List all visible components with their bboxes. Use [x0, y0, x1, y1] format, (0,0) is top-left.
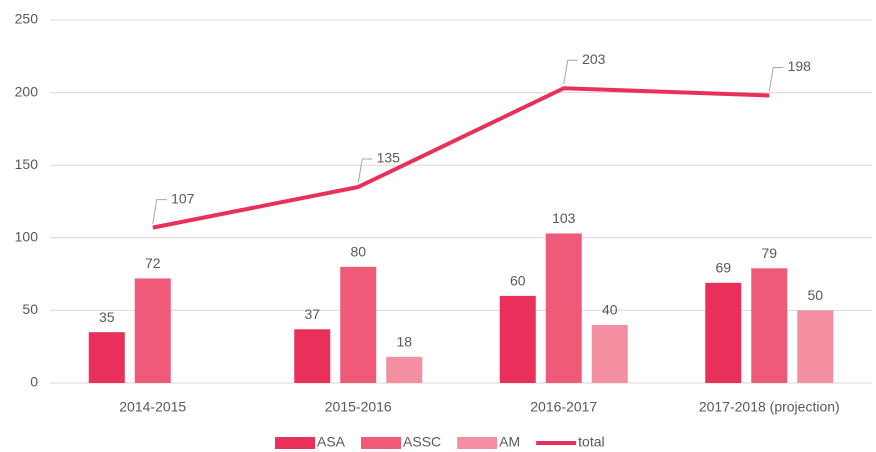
bar-value-label: 40 [602, 302, 618, 318]
bar [499, 295, 536, 383]
legend-swatch [361, 437, 402, 449]
leader-line [357, 158, 373, 184]
bar [591, 324, 628, 383]
bar [88, 332, 125, 383]
bar-value-label: 80 [350, 244, 366, 260]
bar [294, 329, 331, 383]
bar-value-label: 69 [715, 260, 731, 276]
leader-line [768, 67, 784, 92]
y-tick-label: 50 [22, 301, 38, 317]
bar [134, 278, 171, 383]
bar-value-label: 103 [552, 210, 576, 226]
x-tick-label: 2015-2016 [325, 399, 392, 415]
legend-label: ASSC [403, 434, 441, 450]
bar-value-label: 37 [304, 306, 320, 322]
line-value-label: 135 [377, 150, 401, 166]
y-tick-label: 100 [15, 229, 39, 245]
x-tick-label: 2014-2015 [119, 399, 186, 415]
bar [545, 233, 582, 383]
bar-value-label: 18 [396, 334, 412, 350]
bar-value-label: 50 [807, 287, 823, 303]
y-tick-label: 0 [30, 374, 38, 390]
bar-value-label: 72 [145, 255, 161, 271]
bar [386, 356, 423, 383]
leader-line [563, 59, 578, 85]
leader-line [152, 199, 167, 224]
bar [797, 310, 834, 383]
bar-value-label: 79 [761, 245, 777, 261]
x-tick-label: 2016-2017 [530, 399, 597, 415]
legend-label: total [578, 434, 604, 450]
y-tick-label: 250 [15, 11, 39, 27]
bar [751, 268, 788, 383]
bar [340, 266, 377, 383]
y-tick-label: 200 [15, 83, 39, 99]
legend-label: AM [499, 434, 520, 450]
bar-value-label: 35 [99, 309, 115, 325]
bar [705, 282, 742, 383]
bar-value-label: 60 [510, 273, 526, 289]
line [152, 86, 770, 230]
x-tick-label: 2017-2018 (projection) [699, 399, 840, 415]
line-value-label: 107 [171, 190, 195, 206]
legend-swatch [275, 437, 315, 449]
legend-swatch [457, 437, 498, 449]
line-value-label: 198 [788, 58, 812, 74]
y-tick-label: 150 [15, 156, 39, 172]
legend-label: ASA [317, 434, 346, 450]
line-value-label: 203 [582, 51, 606, 67]
